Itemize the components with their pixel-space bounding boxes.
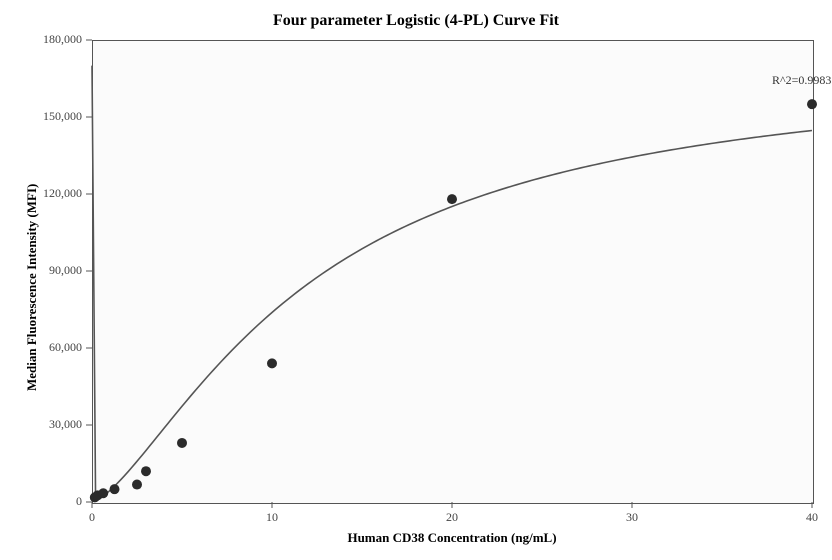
x-tick-label: 0 [72, 510, 112, 525]
y-tick-label: 0 [76, 494, 82, 509]
x-tick-label: 30 [612, 510, 652, 525]
chart-container: Four parameter Logistic (4-PL) Curve Fit… [0, 0, 832, 560]
y-tick-label: 180,000 [43, 32, 82, 47]
y-tick-label: 120,000 [43, 186, 82, 201]
data-point [447, 194, 457, 204]
y-tick-label: 150,000 [43, 109, 82, 124]
y-tick-label: 60,000 [49, 340, 82, 355]
fitted-curve [92, 66, 812, 501]
x-tick-label: 40 [792, 510, 832, 525]
y-tick-label: 90,000 [49, 263, 82, 278]
x-tick-label: 10 [252, 510, 292, 525]
data-point [177, 438, 187, 448]
data-point [98, 488, 108, 498]
x-tick-label: 20 [432, 510, 472, 525]
data-point [132, 480, 142, 490]
data-point [807, 99, 817, 109]
data-point [267, 358, 277, 368]
chart-svg [0, 0, 832, 560]
y-tick-label: 30,000 [49, 417, 82, 432]
data-point [141, 466, 151, 476]
data-point [110, 484, 120, 494]
r-squared-annotation: R^2=0.9983 [772, 73, 831, 88]
